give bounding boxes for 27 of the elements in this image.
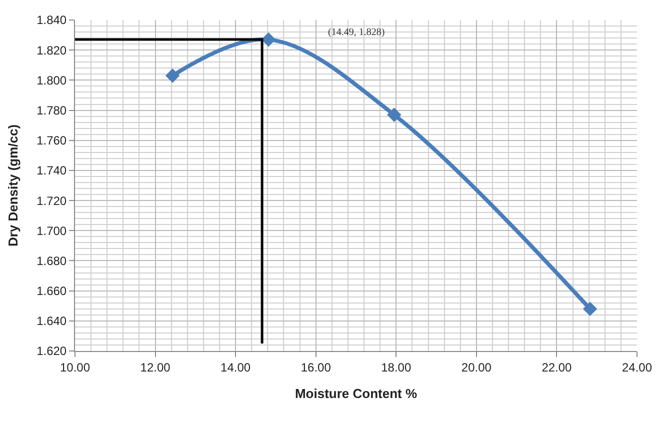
y-tick-label: 1.800: [36, 73, 67, 88]
x-tick-label: 18.00: [381, 360, 412, 374]
y-tick-label: 1.820: [36, 43, 67, 58]
y-tick-label: 1.780: [36, 103, 67, 118]
y-tick-label: 1.660: [36, 284, 67, 298]
y-axis-title: Dry Density (gm/cc): [6, 124, 21, 247]
point: [261, 32, 276, 47]
y-tick-label: 1.680: [36, 254, 67, 268]
x-tick-label: 14.00: [220, 360, 251, 374]
x-tick-label: 10.00: [60, 360, 90, 374]
annotation: (14.49, 1.828): [328, 27, 385, 38]
y-tick-label: 1.840: [36, 13, 67, 28]
point: [165, 68, 180, 83]
y-tick-label: 1.720: [36, 194, 67, 208]
x-tick-label: 16.00: [300, 360, 332, 374]
y-tick-label: 1.760: [36, 134, 67, 148]
y-tick-label: 1.700: [36, 224, 67, 238]
x-tick-label: 12.00: [140, 360, 171, 374]
x-tick-label: 24.00: [622, 360, 652, 374]
y-tick-label: 1.740: [36, 164, 67, 178]
y-tick-label: 1.640: [36, 314, 67, 328]
x-tick-label: 20.00: [461, 360, 492, 374]
x-axis-title: Moisture Content %: [294, 386, 418, 401]
y-tick-label: 1.620: [36, 344, 67, 358]
point: [386, 108, 402, 122]
x-tick-label: 22.00: [542, 360, 572, 374]
point: [582, 302, 598, 316]
